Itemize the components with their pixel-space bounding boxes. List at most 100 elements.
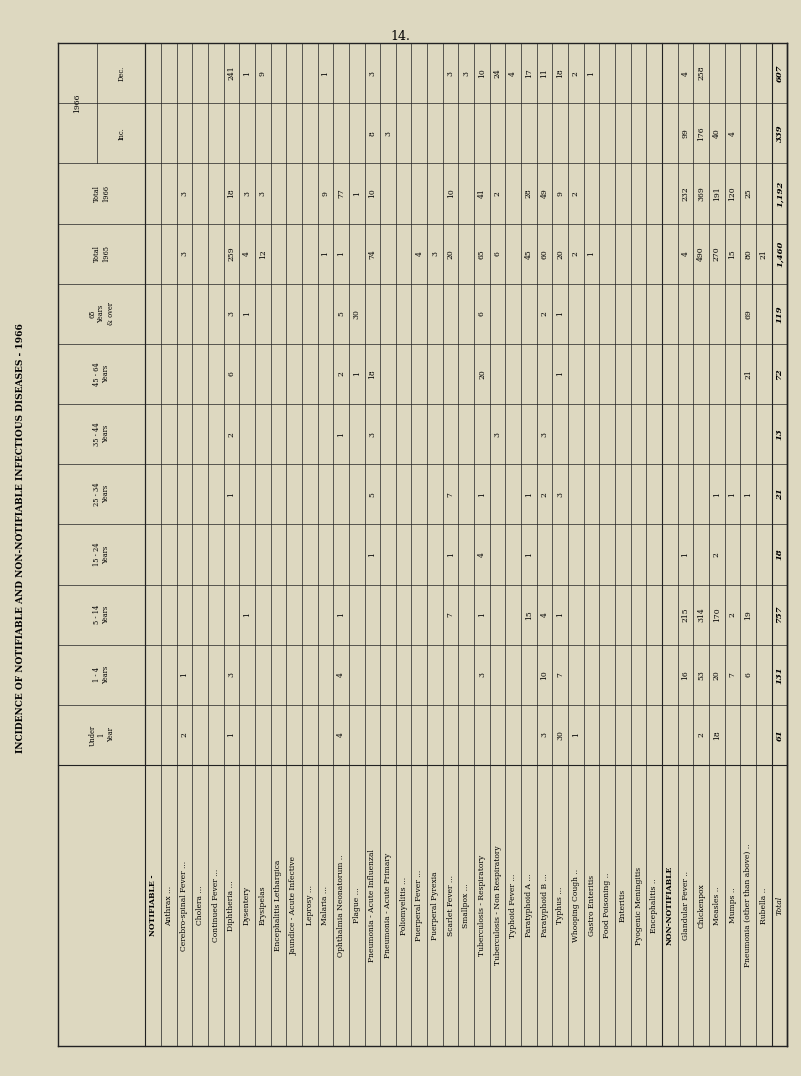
Text: Measles ..: Measles .. xyxy=(713,887,721,924)
Text: 3: 3 xyxy=(180,190,188,196)
Text: Typhoid Fever ...: Typhoid Fever ... xyxy=(509,874,517,937)
Text: 215: 215 xyxy=(682,607,690,622)
Text: 6: 6 xyxy=(478,311,486,316)
Text: 7: 7 xyxy=(447,612,455,618)
Text: 80: 80 xyxy=(744,249,752,258)
Text: 99: 99 xyxy=(682,128,690,138)
Text: 1: 1 xyxy=(478,612,486,618)
Text: 490: 490 xyxy=(697,246,705,261)
Text: 1: 1 xyxy=(556,612,564,618)
Text: 41: 41 xyxy=(478,188,486,198)
Text: 12: 12 xyxy=(259,249,267,258)
Text: 2: 2 xyxy=(227,431,235,437)
Text: Puerperal Pyrexia: Puerperal Pyrexia xyxy=(431,872,439,939)
Text: 1: 1 xyxy=(337,612,345,618)
Text: 3: 3 xyxy=(227,672,235,677)
Text: 176: 176 xyxy=(697,126,705,141)
Text: 1: 1 xyxy=(447,552,455,557)
Text: 3: 3 xyxy=(541,431,549,437)
Text: 3: 3 xyxy=(368,431,376,437)
Text: 607: 607 xyxy=(775,65,783,82)
Text: Dec.: Dec. xyxy=(117,66,125,81)
Text: Inc.: Inc. xyxy=(117,127,125,140)
Text: 30: 30 xyxy=(556,730,564,740)
Text: 6: 6 xyxy=(227,371,235,377)
Text: 18: 18 xyxy=(556,68,564,77)
Text: 3: 3 xyxy=(447,71,455,75)
Text: 2: 2 xyxy=(180,733,188,737)
Text: 3: 3 xyxy=(478,672,486,677)
Text: Food Poisoning ..: Food Poisoning .. xyxy=(603,873,611,938)
Text: 3: 3 xyxy=(556,492,564,497)
Text: Typhus ...: Typhus ... xyxy=(556,887,564,924)
Text: Malaria ...: Malaria ... xyxy=(321,886,329,925)
Text: 1: 1 xyxy=(227,492,235,497)
Text: Continued Fever ...: Continued Fever ... xyxy=(211,868,219,943)
Text: Total
1965: Total 1965 xyxy=(93,245,110,263)
Text: 1: 1 xyxy=(744,492,752,497)
Text: Total
1966: Total 1966 xyxy=(93,185,110,202)
Text: Plague ...: Plague ... xyxy=(352,888,360,923)
Text: 5: 5 xyxy=(337,311,345,316)
Text: 1: 1 xyxy=(556,371,564,377)
Text: 20: 20 xyxy=(713,670,721,680)
Text: 16: 16 xyxy=(682,670,690,680)
Text: 170: 170 xyxy=(713,607,721,622)
Text: Enteritis: Enteritis xyxy=(619,889,627,922)
Text: Total: Total xyxy=(775,896,783,915)
Text: Smallpox ...: Smallpox ... xyxy=(462,883,470,928)
Text: 1: 1 xyxy=(352,371,360,377)
Text: 4: 4 xyxy=(729,131,737,136)
Text: 4: 4 xyxy=(243,251,251,256)
Text: 1: 1 xyxy=(368,552,376,557)
Text: 1: 1 xyxy=(729,492,737,497)
Text: 10: 10 xyxy=(541,670,549,680)
Text: Cerebro-spinal Fever ...: Cerebro-spinal Fever ... xyxy=(180,861,188,950)
Text: 3: 3 xyxy=(541,733,549,737)
Text: 4: 4 xyxy=(337,733,345,737)
Text: 10: 10 xyxy=(368,188,376,198)
Text: 2: 2 xyxy=(541,492,549,497)
Text: 314: 314 xyxy=(697,607,705,622)
Text: 15: 15 xyxy=(525,610,533,620)
Text: 1: 1 xyxy=(525,492,533,497)
Text: Tuberculosis - Respiratory: Tuberculosis - Respiratory xyxy=(478,855,486,957)
Text: 1 - 4
Years: 1 - 4 Years xyxy=(93,666,110,684)
Text: Jaundice - Acute Infective: Jaundice - Acute Infective xyxy=(290,856,298,955)
Text: 28: 28 xyxy=(525,188,533,198)
Text: 30: 30 xyxy=(352,309,360,318)
Text: 2: 2 xyxy=(729,612,737,618)
Text: Pneumonia - Acute Primary: Pneumonia - Acute Primary xyxy=(384,853,392,958)
Text: 1: 1 xyxy=(572,733,580,737)
Text: 18: 18 xyxy=(227,188,235,198)
Text: 1: 1 xyxy=(682,552,690,557)
Text: 4: 4 xyxy=(682,71,690,75)
Text: 1: 1 xyxy=(321,71,329,75)
Text: 3: 3 xyxy=(384,131,392,136)
Text: 119: 119 xyxy=(775,305,783,323)
Text: Scarlet Fever ...: Scarlet Fever ... xyxy=(447,875,455,936)
Text: 18: 18 xyxy=(713,731,721,740)
Text: Pyogenic Meningitis: Pyogenic Meningitis xyxy=(634,866,642,945)
Text: 77: 77 xyxy=(337,188,345,198)
Text: 5: 5 xyxy=(368,492,376,497)
Text: 1: 1 xyxy=(588,71,596,75)
Text: 45: 45 xyxy=(525,249,533,258)
Text: 3: 3 xyxy=(180,251,188,256)
Text: 1: 1 xyxy=(243,612,251,618)
Text: 72: 72 xyxy=(775,368,783,380)
Text: 20: 20 xyxy=(556,249,564,258)
Text: 369: 369 xyxy=(697,186,705,201)
Text: 1: 1 xyxy=(337,431,345,437)
Text: Cholera ...: Cholera ... xyxy=(196,886,204,925)
Text: Pneumonia (other than above) ..: Pneumonia (other than above) .. xyxy=(744,844,752,967)
Text: 5 - 14
Years: 5 - 14 Years xyxy=(93,605,110,624)
Text: 3: 3 xyxy=(243,190,251,196)
Text: 232: 232 xyxy=(682,186,690,201)
Text: Encephalitis ..: Encephalitis .. xyxy=(650,878,658,933)
Text: 24: 24 xyxy=(493,68,501,77)
Text: 20: 20 xyxy=(447,249,455,258)
Text: 757: 757 xyxy=(775,606,783,623)
Text: Glandular Fever ..: Glandular Fever .. xyxy=(682,870,690,940)
Text: 1: 1 xyxy=(337,251,345,256)
